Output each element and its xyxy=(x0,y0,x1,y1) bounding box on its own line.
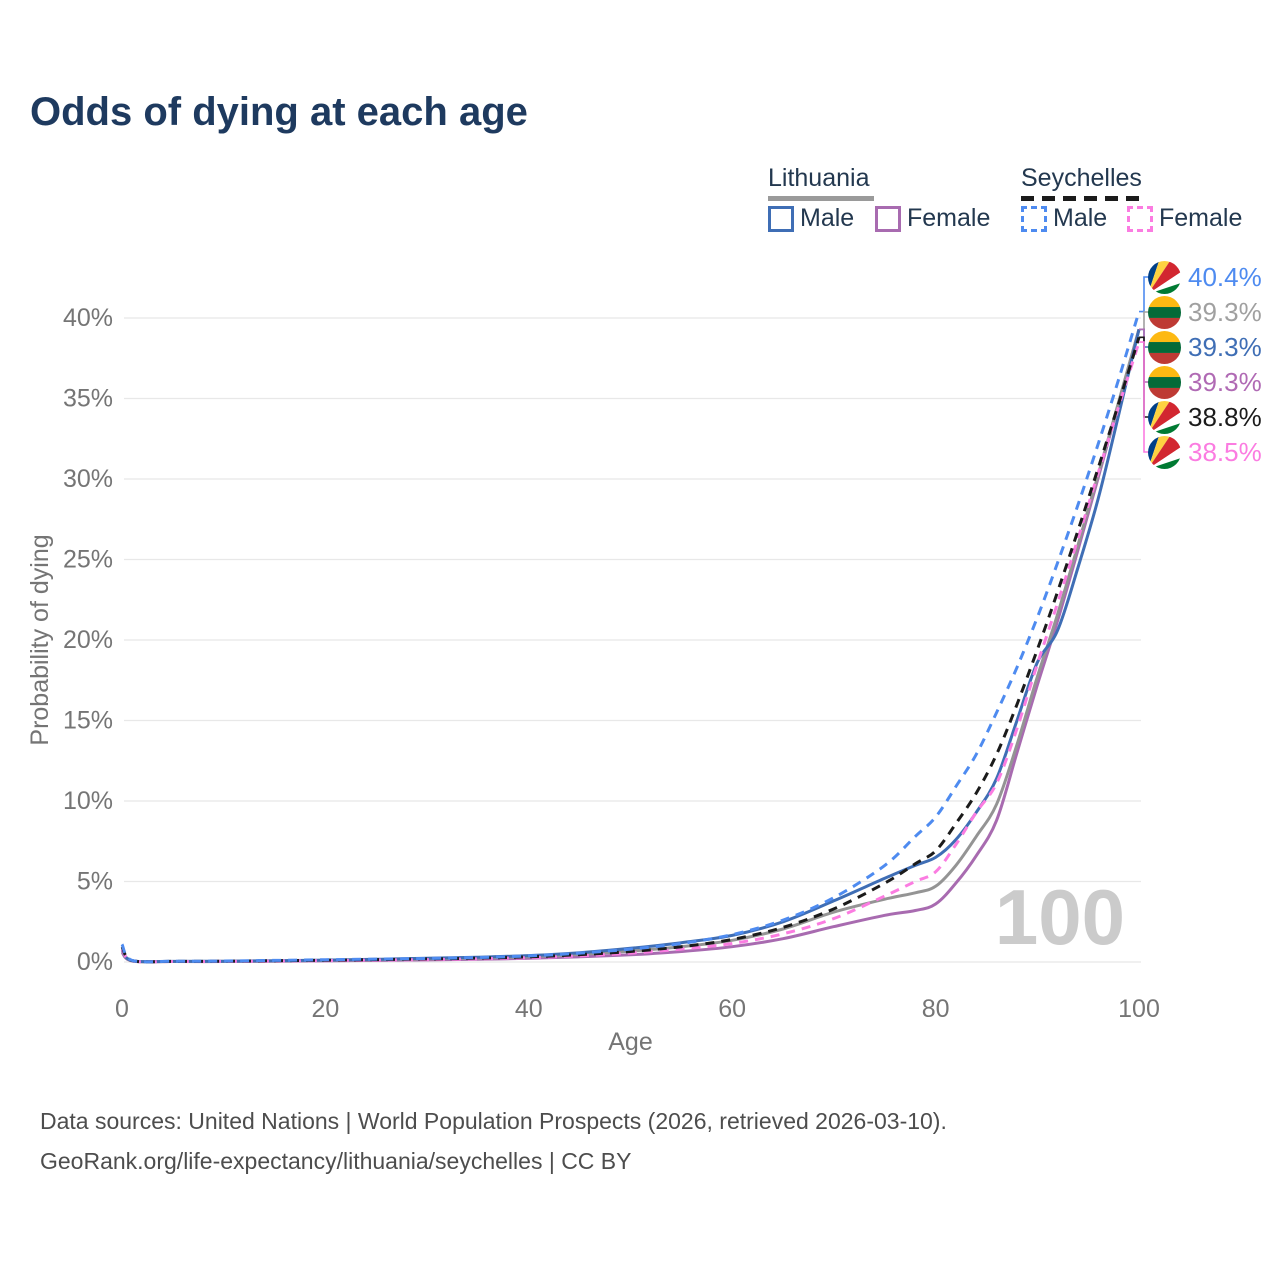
legend-item-seychelles-female[interactable]: Female xyxy=(1127,204,1242,233)
lithuania-male-checkbox-icon[interactable] xyxy=(768,205,794,232)
end-label-row: 39.3% xyxy=(1148,330,1262,364)
lithuania-flag-icon xyxy=(1148,295,1181,329)
end-label-row: 38.5% xyxy=(1148,435,1262,469)
lithuania-female-checkbox-icon[interactable] xyxy=(875,205,901,232)
x-axis-title: Age xyxy=(608,1028,652,1056)
end-label-row: 38.8% xyxy=(1148,400,1262,434)
lithuania-flag-icon xyxy=(1148,330,1181,364)
end-label-value: 39.3% xyxy=(1188,331,1262,362)
legend-group-lithuania-label: Lithuania xyxy=(768,164,870,192)
series-line-lithuania-female xyxy=(120,328,1141,964)
y-tick-label: 5% xyxy=(77,868,113,896)
leader-line xyxy=(1139,341,1149,453)
attribution-text: GeoRank.org/life-expectancy/lithuania/se… xyxy=(40,1148,632,1174)
end-label-value: 38.8% xyxy=(1188,401,1262,432)
leader-line xyxy=(1139,276,1149,313)
end-label-value: 39.3% xyxy=(1188,366,1262,397)
y-axis-title: Probability of dying xyxy=(26,534,54,745)
seychelles-female-checkbox-icon[interactable] xyxy=(1127,205,1153,232)
series-line-seychelles-female xyxy=(120,341,1141,964)
end-label-value: 39.3% xyxy=(1188,296,1262,327)
end-label-row: 39.3% xyxy=(1148,365,1262,399)
seychelles-male-checkbox-icon[interactable] xyxy=(1021,205,1047,232)
legend-item-lithuania-male[interactable]: Male xyxy=(768,204,854,233)
legend-item-seychelles-male[interactable]: Male xyxy=(1021,204,1107,233)
end-label-value: 40.4% xyxy=(1188,261,1262,292)
x-tick-label: 80 xyxy=(922,995,950,1023)
end-label-row: 40.4% xyxy=(1148,260,1262,294)
legend-item-label: Male xyxy=(1053,204,1108,232)
y-tick-label: 35% xyxy=(63,385,113,413)
series-line-seychelles-both-sexes xyxy=(120,336,1141,964)
y-tick-label: 40% xyxy=(63,304,113,332)
chart-title: Odds of dying at each age xyxy=(30,90,528,134)
x-tick-label: 100 xyxy=(1118,995,1160,1023)
seychelles-dashed-line-swatch xyxy=(1021,196,1140,201)
lithuania-solid-line-swatch xyxy=(768,196,874,201)
legend-item-label: Male xyxy=(800,204,855,232)
y-tick-label: 30% xyxy=(63,465,113,493)
x-tick-label: 0 xyxy=(115,995,129,1023)
legend-group-seychelles-label: Seychelles xyxy=(1021,164,1142,192)
age-watermark: 100 xyxy=(995,873,1125,961)
end-label-value: 38.5% xyxy=(1188,436,1262,467)
end-label-row: 39.3% xyxy=(1148,295,1262,329)
lithuania-flag-icon xyxy=(1148,365,1181,399)
seychelles-flag-icon xyxy=(1148,435,1181,469)
x-tick-label: 60 xyxy=(718,995,746,1023)
x-tick-label: 20 xyxy=(311,995,339,1023)
series-line-seychelles-male xyxy=(120,311,1141,964)
y-tick-label: 10% xyxy=(63,787,113,815)
y-tick-label: 15% xyxy=(63,707,113,735)
legend-item-label: Female xyxy=(1159,204,1243,232)
legend-item-lithuania-female[interactable]: Female xyxy=(875,204,990,233)
seychelles-flag-icon xyxy=(1148,400,1181,434)
data-source-text: Data sources: United Nations | World Pop… xyxy=(40,1108,947,1134)
seychelles-flag-icon xyxy=(1148,260,1181,294)
y-tick-label: 0% xyxy=(77,948,113,976)
series-line-lithuania-male xyxy=(120,328,1141,964)
y-tick-label: 20% xyxy=(63,626,113,654)
y-tick-label: 25% xyxy=(63,546,113,574)
series-line-lithuania-both-sexes xyxy=(120,328,1141,964)
legend-item-label: Female xyxy=(907,204,991,232)
x-tick-label: 40 xyxy=(515,995,543,1023)
